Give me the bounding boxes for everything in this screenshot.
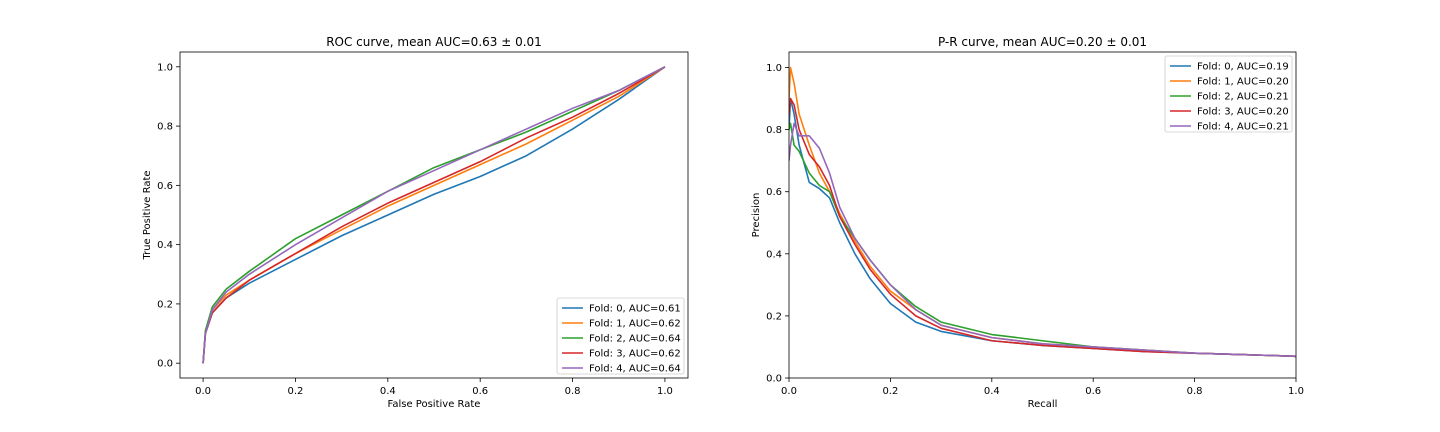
x-tick-label: 0.0 xyxy=(195,386,211,397)
legend-label-fold-2: Fold: 2, AUC=0.64 xyxy=(589,334,681,345)
series-line-fold-4 xyxy=(202,66,666,364)
series-line-fold-4 xyxy=(789,122,1296,358)
y-tick-label: 0.4 xyxy=(157,240,173,251)
x-tick-label: 0.6 xyxy=(472,386,488,397)
y-tick-label: 0.0 xyxy=(157,359,173,370)
y-tick-label: 0.6 xyxy=(157,181,173,192)
y-tick-label: 0.8 xyxy=(157,122,173,133)
legend-box xyxy=(1164,55,1293,133)
x-axis-label: False Positive Rate xyxy=(388,399,481,410)
y-axis-label: True Positive Rate xyxy=(142,170,153,260)
chart-title: P-R curve, mean AUC=0.20 ± 0.01 xyxy=(938,35,1147,49)
chart-title: ROC curve, mean AUC=0.63 ± 0.01 xyxy=(326,35,542,49)
legend-label-fold-4: Fold: 4, AUC=0.64 xyxy=(589,364,681,375)
legend-label-fold-0: Fold: 0, AUC=0.19 xyxy=(1197,62,1289,73)
x-tick-label: 1.0 xyxy=(1288,386,1304,397)
series-lines xyxy=(789,66,1296,358)
x-tick-label: 0.0 xyxy=(781,386,797,397)
x-tick-label: 0.8 xyxy=(565,386,581,397)
x-tick-label: 0.6 xyxy=(1085,386,1101,397)
x-tick-label: 0.8 xyxy=(1187,386,1203,397)
y-tick-label: 1.0 xyxy=(766,63,782,74)
legend-label-fold-1: Fold: 1, AUC=0.62 xyxy=(589,319,681,330)
y-axis-label: Precision xyxy=(751,193,762,238)
y-tick-label: 0.2 xyxy=(766,311,782,322)
x-axis-label: Recall xyxy=(1028,399,1058,410)
legend-label-fold-4: Fold: 4, AUC=0.21 xyxy=(1197,122,1289,133)
y-tick-label: 0.2 xyxy=(157,299,173,310)
y-tick-label: 1.0 xyxy=(157,62,173,73)
y-tick-label: 0.0 xyxy=(766,374,782,385)
legend-label-fold-0: Fold: 0, AUC=0.61 xyxy=(589,304,681,315)
y-tick-label: 0.4 xyxy=(766,249,782,260)
legend-box xyxy=(556,297,685,375)
legend-label-fold-1: Fold: 1, AUC=0.20 xyxy=(1197,77,1289,88)
y-tick-label: 0.6 xyxy=(766,187,782,198)
x-tick-label: 0.2 xyxy=(288,386,304,397)
series-line-fold-3 xyxy=(789,97,1296,358)
legend-label-fold-3: Fold: 3, AUC=0.20 xyxy=(1197,107,1289,118)
legend: Fold: 0, AUC=0.19 Fold: 1, AUC=0.20 Fold: … xyxy=(1164,55,1293,133)
plot-frame xyxy=(179,51,689,379)
plot-frame xyxy=(788,51,1297,379)
legend: Fold: 0, AUC=0.61 Fold: 1, AUC=0.62 Fold: … xyxy=(556,297,685,375)
series-line-fold-2 xyxy=(202,66,666,364)
series-line-fold-3 xyxy=(202,66,666,364)
x-tick-label: 0.4 xyxy=(984,386,1000,397)
legend-label-fold-2: Fold: 2, AUC=0.21 xyxy=(1197,92,1289,103)
x-tick-label: 1.0 xyxy=(657,386,673,397)
x-tick-label: 0.2 xyxy=(882,386,898,397)
pr-chart: 0.0 0.2 0.4 0.6 0.8 1.0 0.0 0.2 0.4 0.6 0.8 1.0 P-R … xyxy=(751,35,1304,410)
legend-label-fold-3: Fold: 3, AUC=0.62 xyxy=(589,349,681,360)
series-lines xyxy=(202,66,666,364)
roc-chart: 0.0 0.2 0.4 0.6 0.8 1.0 0.0 0.2 0.4 0.6 0.8 1.0 ROC … xyxy=(142,35,689,410)
y-tick-label: 0.8 xyxy=(766,125,782,136)
x-tick-label: 0.4 xyxy=(380,386,396,397)
